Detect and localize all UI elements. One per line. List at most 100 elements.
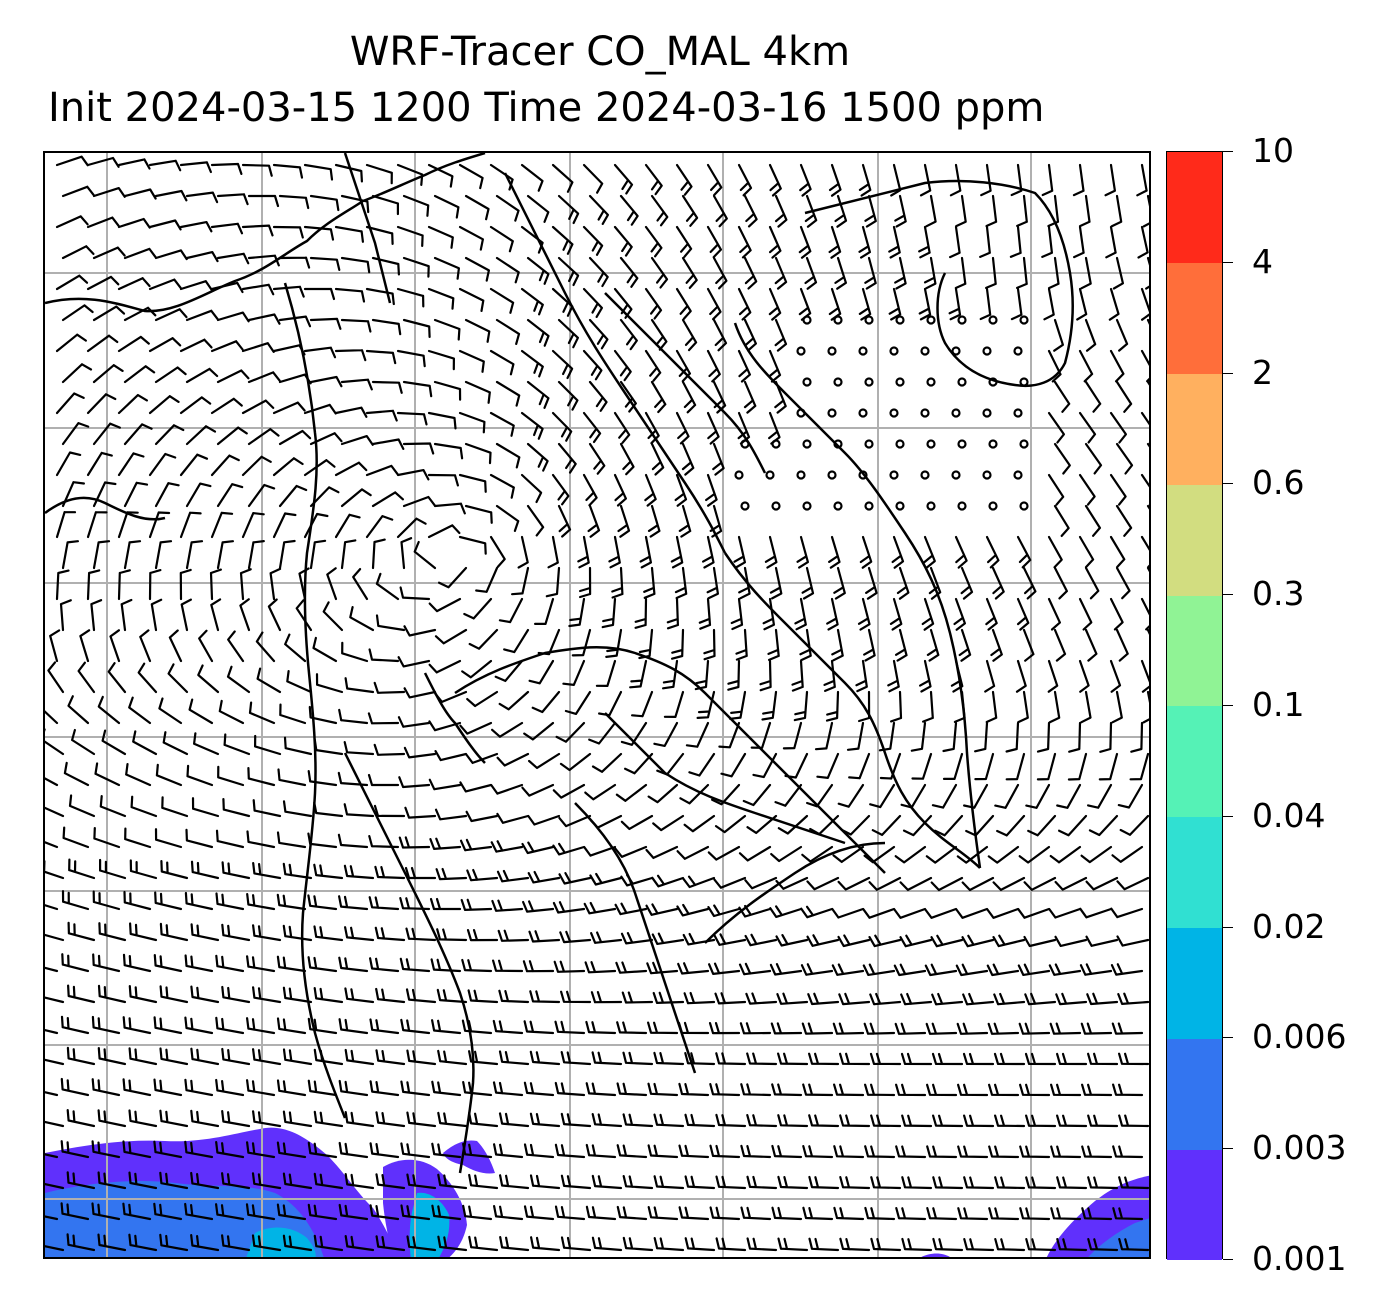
wind-barb: [899, 876, 933, 891]
wind-barb: [863, 628, 876, 662]
wind-barb: [1068, 721, 1082, 753]
wind-barb: [252, 1110, 282, 1128]
wind-barb: [246, 1017, 276, 1035]
wind-barb: [801, 1022, 834, 1035]
wind-barb: [190, 860, 220, 880]
wind-barb: [526, 194, 550, 223]
wind-barb: [154, 366, 187, 384]
wind-barb: [92, 540, 111, 570]
wind-barb: [527, 814, 561, 826]
wind-barb: [495, 318, 521, 345]
wind-barb: [399, 897, 431, 911]
wind-barb: [526, 380, 550, 409]
wind-barb: [520, 163, 544, 192]
wind-barb: [605, 628, 623, 658]
wind-barb: [373, 681, 406, 694]
wind-barb: [397, 656, 431, 668]
calm-wind-marker: [740, 501, 750, 511]
wind-barb: [963, 783, 989, 809]
wind-barb: [529, 1174, 561, 1190]
calm-wind-marker: [864, 315, 874, 325]
wind-barb: [583, 901, 617, 915]
wind-barb: [1112, 1145, 1144, 1159]
wind-barb: [712, 318, 728, 352]
wind-barb: [737, 287, 752, 321]
wind-barb: [406, 1235, 437, 1252]
wind-barb: [740, 1206, 772, 1221]
wind-barb: [396, 469, 430, 481]
coastline-bay: [503, 172, 727, 554]
wind-barb: [577, 535, 590, 569]
wind-barb: [210, 511, 234, 539]
wind-barb: [551, 163, 574, 193]
wind-barb: [215, 829, 245, 849]
wind-barb: [617, 504, 631, 538]
wind-barb: [900, 783, 927, 809]
wind-barb: [91, 1078, 121, 1097]
wind-barb: [365, 515, 394, 539]
wind-barb: [128, 1109, 158, 1128]
wind-barb: [97, 1109, 127, 1128]
wind-barb: [86, 569, 101, 601]
wind-barb: [622, 1113, 654, 1128]
wind-barb: [400, 1142, 431, 1159]
wind-barb: [45, 1058, 65, 1066]
wind-barb: [557, 380, 579, 411]
colorbar-tick: [1223, 594, 1233, 596]
wind-barb: [1115, 380, 1133, 413]
wind-barb: [948, 287, 962, 321]
wind-barb: [684, 1113, 716, 1128]
wind-barb: [402, 442, 435, 455]
wind-barb: [241, 455, 272, 477]
wind-barb: [703, 628, 716, 661]
wind-barb: [987, 845, 1020, 864]
wind-barb: [459, 781, 493, 793]
wind-barb: [986, 907, 1020, 919]
wind-barb: [210, 397, 243, 415]
wind-barb: [984, 659, 996, 693]
wind-barb: [1078, 349, 1094, 383]
wind-barb: [1086, 992, 1119, 1006]
wind-barb: [254, 734, 282, 756]
wind-barb: [585, 1205, 617, 1221]
wind-barb: [277, 768, 307, 787]
wind-barb: [210, 340, 244, 353]
wind-barb: [1118, 1114, 1149, 1128]
wind-barb: [495, 380, 521, 407]
wind-barb: [404, 806, 437, 819]
wind-barb: [675, 411, 690, 445]
wind-barb: [278, 315, 312, 328]
wind-barb: [1005, 721, 1020, 753]
wind-barb: [1115, 318, 1129, 352]
wind-barb: [427, 287, 455, 310]
wind-barb: [526, 318, 550, 347]
wind-barb: [91, 1140, 121, 1159]
wind-barb: [462, 1142, 493, 1159]
colorbar-tick: [1223, 926, 1233, 928]
wind-barb: [1108, 287, 1120, 321]
wind-barb: [746, 814, 778, 834]
wind-barb: [491, 899, 524, 912]
wind-barb: [1087, 1114, 1119, 1128]
wind-barb: [1022, 566, 1037, 600]
wind-barb: [153, 1140, 183, 1159]
wind-barb: [645, 845, 679, 859]
wind-barb: [522, 900, 555, 913]
border-inland-7: [704, 841, 886, 944]
wind-barb: [823, 659, 836, 692]
wind-barb: [1015, 659, 1027, 693]
calm-wind-marker: [926, 377, 936, 387]
wind-barb: [979, 225, 991, 258]
wind-barb: [1116, 876, 1149, 891]
wind-barb: [1022, 628, 1035, 662]
wind-barb: [272, 512, 297, 539]
wind-barb: [644, 163, 663, 196]
calm-wind-marker: [926, 439, 936, 449]
wind-barb: [278, 256, 311, 269]
wind-barb: [61, 953, 90, 973]
wind-barb: [427, 349, 455, 371]
wind-barb: [1056, 1052, 1088, 1066]
wind-barb: [496, 869, 530, 883]
wind-barb: [932, 1176, 964, 1190]
wind-barb: [746, 1114, 778, 1128]
